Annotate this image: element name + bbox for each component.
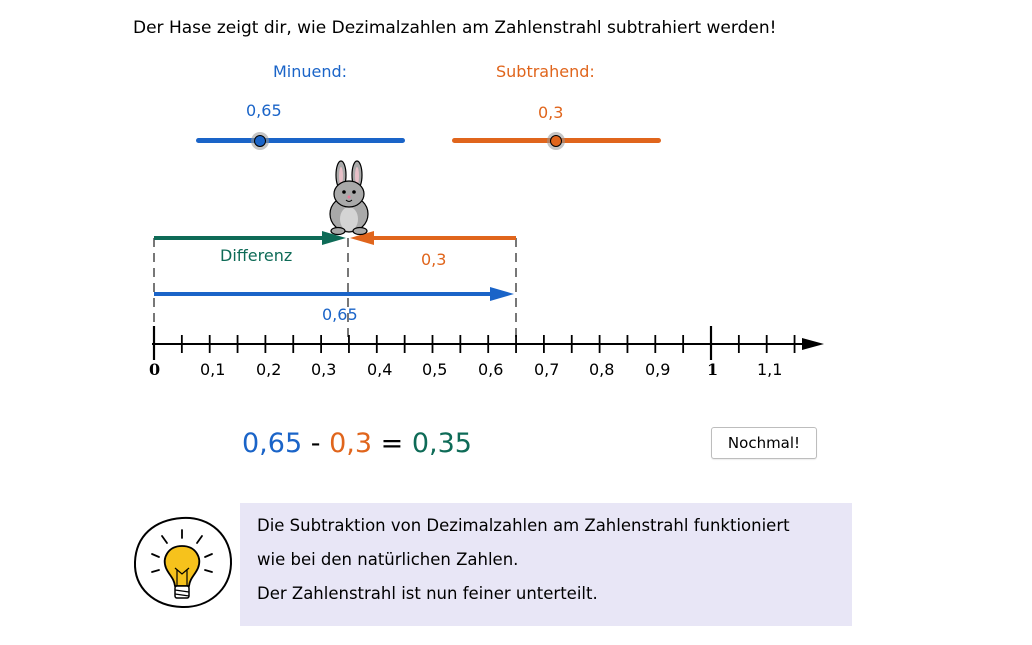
equation-minuend: 0,65 xyxy=(242,428,303,459)
minuend-slider-track[interactable] xyxy=(196,138,405,143)
equation-subtrahend: 0,3 xyxy=(329,428,373,459)
axis-arrow-head xyxy=(802,338,824,350)
tick-label-0-5: 0,5 xyxy=(422,360,448,379)
tick-label-0-3: 0,3 xyxy=(311,360,337,379)
instruction-text: Der Hase zeigt dir, wie Dezimalzahlen am… xyxy=(133,18,777,38)
equation-equals: = xyxy=(380,428,404,459)
tip-box: Die Subtraktion von Dezimalzahlen am Zah… xyxy=(240,503,852,626)
tick-label-0-9: 0,9 xyxy=(645,360,671,379)
tick-label-0: 0 xyxy=(149,360,161,379)
tick-label-0-7: 0,7 xyxy=(534,360,560,379)
subtrahend-arrow-head xyxy=(350,231,374,245)
tick-label-1: 1 xyxy=(707,360,719,379)
tick-label-1-1: 1,1 xyxy=(757,360,783,379)
difference-arrow-head xyxy=(322,231,346,245)
equation-minus: - xyxy=(310,428,321,459)
minuend-arrow-head xyxy=(490,287,514,301)
minuend-label: Minuend: xyxy=(273,62,348,81)
subtrahend-label: Subtrahend: xyxy=(496,62,595,81)
minuend-arrow-label: 0,65 xyxy=(322,305,358,324)
tip-line-2: wie bei den natürlichen Zahlen. xyxy=(257,550,519,569)
equation: 0,65 - 0,3 = 0,35 xyxy=(242,428,472,459)
subtrahend-arrow-label: 0,3 xyxy=(421,250,447,269)
minuend-value: 0,65 xyxy=(246,101,282,120)
difference-label: Differenz xyxy=(220,246,293,265)
tick-label-0-8: 0,8 xyxy=(589,360,615,379)
rabbit-icon xyxy=(329,160,369,236)
tip-line-3: Der Zahlenstrahl ist nun feiner untertei… xyxy=(257,584,598,603)
tick-label-0-1: 0,1 xyxy=(200,360,226,379)
tip-line-1: Die Subtraktion von Dezimalzahlen am Zah… xyxy=(257,516,790,535)
equation-result: 0,35 xyxy=(411,428,472,459)
tick-label-0-6: 0,6 xyxy=(478,360,504,379)
subtrahend-slider-handle[interactable] xyxy=(550,135,562,147)
tick-label-0-2: 0,2 xyxy=(256,360,282,379)
lightbulb-icon xyxy=(133,516,233,609)
tick-label-0-4: 0,4 xyxy=(367,360,393,379)
axis-ticks xyxy=(152,326,796,360)
again-button[interactable]: Nochmal! xyxy=(711,427,817,459)
minuend-slider-handle[interactable] xyxy=(254,135,266,147)
subtrahend-value: 0,3 xyxy=(538,103,564,122)
